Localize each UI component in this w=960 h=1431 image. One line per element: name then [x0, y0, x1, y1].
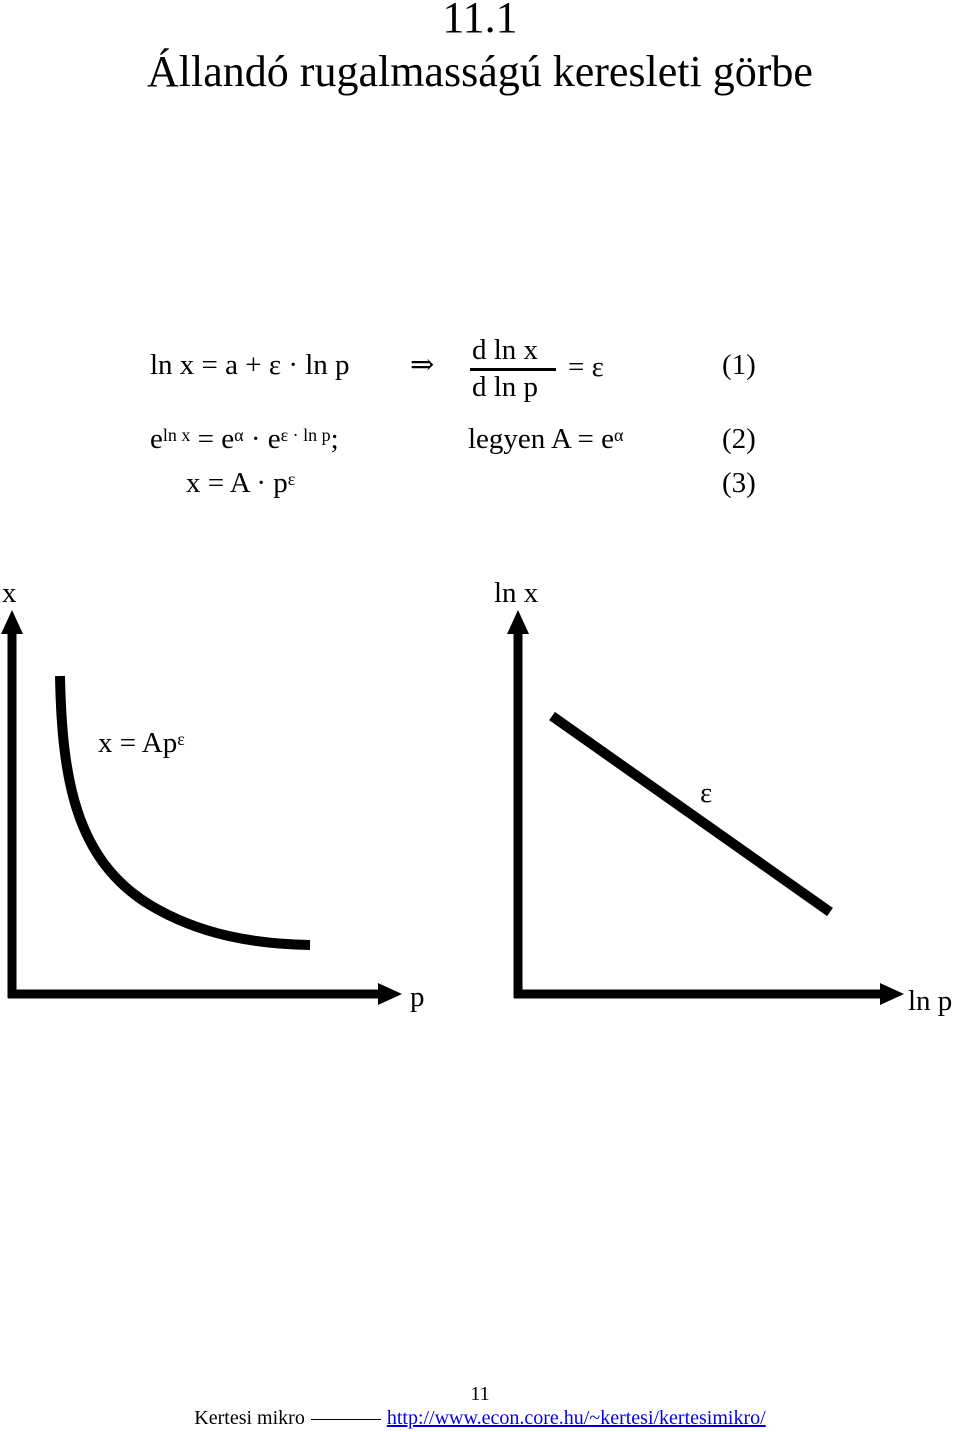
- demand-curve: [55, 675, 311, 950]
- curve-label-exponent: ε: [177, 729, 185, 749]
- equation-3-number: (3): [722, 467, 756, 499]
- footer: Kertesi mikro http://www.econ.core.hu/~ke…: [0, 1406, 960, 1430]
- right-plot-axes: [507, 610, 904, 1005]
- right-x-arrowhead-icon: [880, 983, 904, 1005]
- right-y-arrowhead-icon: [507, 610, 529, 634]
- curve-label: x = Apε: [98, 726, 185, 760]
- left-y-axis-label: x: [2, 577, 17, 609]
- footer-dash: [310, 1418, 381, 1420]
- eq2-exponent-alpha: α: [234, 425, 244, 445]
- left-plot-axes: [1, 610, 402, 1005]
- eq2-exponent-eps-ln-p: ε · ln p: [280, 425, 331, 445]
- left-y-arrowhead-icon: [1, 610, 23, 634]
- left-x-axis-label: p: [410, 981, 425, 1013]
- eq3-text: x = A · p: [186, 467, 288, 499]
- fraction-bar: [470, 368, 556, 371]
- eq2-dot: ·: [250, 423, 261, 455]
- log-demand-line: [549, 711, 833, 917]
- derivative-numerator: d ln x: [472, 334, 539, 366]
- equation-2-number: (2): [722, 423, 756, 455]
- eq3-exponent-eps: ε: [287, 469, 296, 489]
- legyen-text: legyen A = e: [468, 423, 615, 455]
- equation-3: x = A · pε: [186, 466, 295, 500]
- derivative-denominator: d ln p: [472, 371, 539, 403]
- right-y-axis-label: ln x: [494, 577, 539, 609]
- footer-author: Kertesi mikro: [194, 1407, 305, 1429]
- page-title: Állandó rugalmasságú keresleti görbe: [147, 47, 813, 96]
- equation-1-right: = ε: [568, 351, 604, 383]
- left-x-arrowhead-icon: [378, 983, 402, 1005]
- curve-label-text: x = Ap: [98, 727, 178, 759]
- equation-2-definition: legyen A = eα: [468, 422, 623, 456]
- implies-symbol: ⇒: [410, 349, 435, 381]
- right-x-axis-label: ln p: [908, 985, 953, 1017]
- equation-1-number: (1): [722, 349, 756, 381]
- eq2-e: e: [267, 423, 281, 455]
- eq2-base-e: e: [150, 423, 163, 455]
- eq2-exponent-ln-x: ln x: [162, 425, 191, 445]
- page-number: 11: [470, 1383, 490, 1405]
- legyen-exponent-alpha: α: [614, 425, 624, 445]
- footer-url-link[interactable]: http://www.econ.core.hu/~kertesi/kertesi…: [386, 1407, 766, 1429]
- eq2-equals-e: = e: [197, 423, 235, 455]
- elasticity-label: ε: [700, 777, 713, 809]
- equation-1-left: ln x = a + ε · ln p: [150, 349, 350, 381]
- equation-2: eln x = eα · eε · ln p;: [150, 422, 339, 456]
- section-number: 11.1: [442, 0, 518, 42]
- eq2-semicolon: ;: [330, 423, 339, 455]
